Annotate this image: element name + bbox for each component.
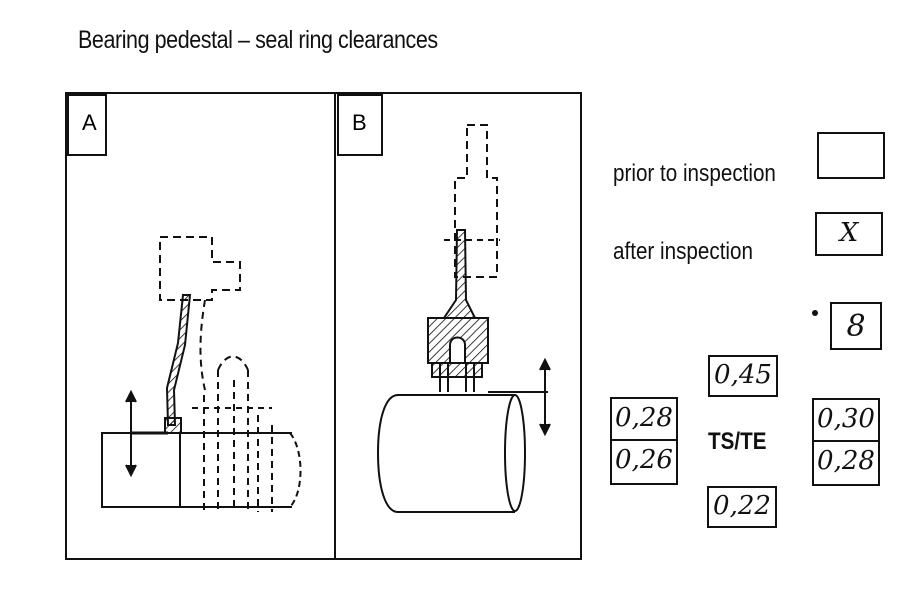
clearance-top-box: 0,45: [708, 355, 778, 397]
clearance-right-divider: [814, 440, 878, 442]
after-inspection-value: X: [839, 218, 859, 248]
clearance-left-box: 0,28 0,26: [610, 397, 678, 485]
panel-b-drawing: [376, 124, 551, 513]
prior-inspection-box: [817, 132, 885, 179]
marked-value: 8: [846, 309, 866, 344]
clearance-right-upper: 0,30: [817, 404, 875, 434]
prior-inspection-label: prior to inspection: [613, 160, 776, 187]
panel-a-drawing: [101, 236, 302, 512]
clearance-left-upper: 0,28: [615, 403, 673, 433]
marked-value-box: 8: [830, 302, 882, 350]
panel-a-label: A: [82, 110, 97, 135]
panel-a-tab: [67, 94, 107, 156]
after-inspection-label: after inspection: [613, 238, 753, 265]
panel-frame: [65, 92, 582, 560]
clearance-top-value: 0,45: [714, 360, 772, 390]
clearance-right-lower: 0,28: [817, 446, 875, 476]
clearance-left-lower: 0,26: [615, 445, 673, 475]
clearance-bottom-value: 0,22: [713, 491, 771, 521]
panel-b-tab: [337, 94, 383, 156]
diagram-title: Bearing pedestal – seal ring clearances: [78, 26, 438, 54]
clearance-center-label: TS/TE: [708, 428, 767, 455]
after-inspection-box: X: [815, 212, 883, 256]
marker-dot: [812, 310, 818, 316]
clearance-right-box: 0,30 0,28: [812, 398, 880, 486]
clearance-left-divider: [612, 439, 676, 441]
panel-b-label: B: [352, 110, 367, 135]
clearance-bottom-box: 0,22: [707, 486, 777, 528]
